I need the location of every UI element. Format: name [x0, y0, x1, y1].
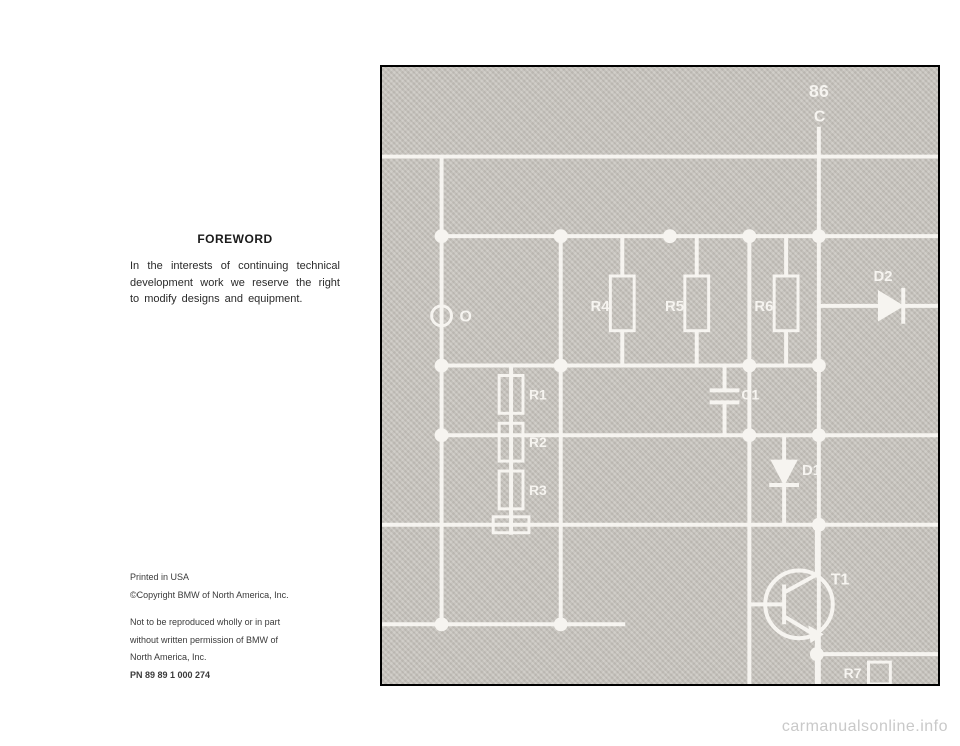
- label-r3: R3: [529, 482, 547, 498]
- foreword-body: In the interests of continuing technical…: [130, 258, 340, 308]
- footer-notice-2: without written permission of BMW of: [130, 634, 350, 648]
- label-r6: R6: [754, 299, 773, 315]
- label-r1: R1: [529, 386, 547, 402]
- footer-notice-1: Not to be reproduced wholly or in part: [130, 616, 350, 630]
- label-t1: T1: [831, 571, 850, 588]
- footer-notice-3: North America, Inc.: [130, 651, 350, 665]
- right-column: 86 C O: [380, 0, 960, 746]
- footer-pn: PN 89 89 1 000 274: [130, 669, 350, 683]
- foreword-title: FOREWORD: [130, 232, 340, 246]
- label-r4: R4: [591, 299, 611, 315]
- footer-block: Printed in USA ©Copyright BMW of North A…: [130, 571, 350, 686]
- label-c1: C1: [741, 386, 759, 402]
- circuit-diagram: 86 C O: [380, 65, 940, 686]
- label-r7: R7: [844, 665, 862, 681]
- label-d2: D2: [873, 269, 892, 285]
- page-root: FOREWORD In the interests of continuing …: [0, 0, 960, 746]
- label-86: 86: [809, 81, 829, 101]
- footer-printed: Printed in USA: [130, 571, 350, 585]
- circuit-svg: 86 C O: [382, 67, 938, 684]
- label-r5: R5: [665, 299, 684, 315]
- footer-copyright: ©Copyright BMW of North America, Inc.: [130, 589, 350, 603]
- label-c: C: [814, 109, 826, 126]
- left-column: FOREWORD In the interests of continuing …: [0, 0, 380, 746]
- label-d1: D1: [802, 463, 821, 479]
- label-o: O: [459, 309, 471, 326]
- watermark: carmanualsonline.info: [782, 718, 948, 736]
